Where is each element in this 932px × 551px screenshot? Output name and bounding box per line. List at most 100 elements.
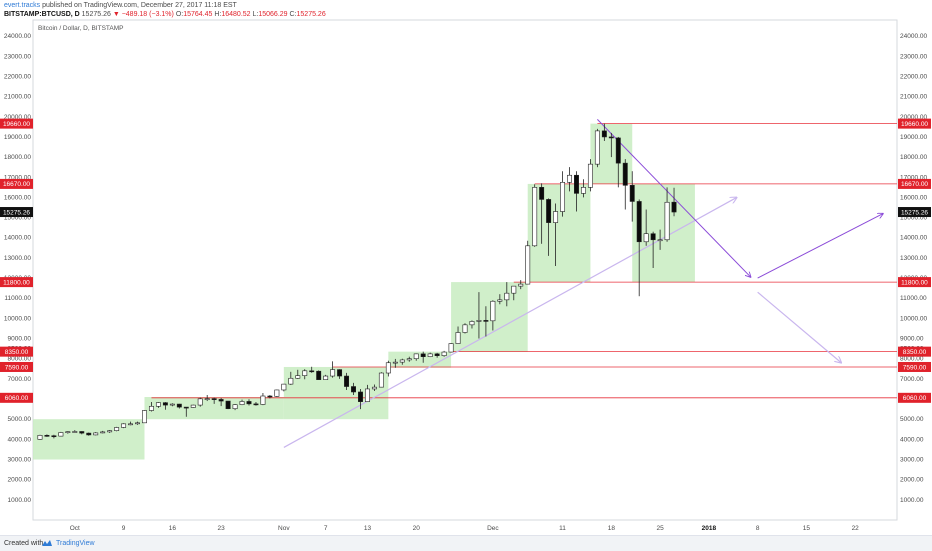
candle-body: [183, 406, 189, 409]
candle: [142, 410, 147, 424]
candle: [622, 159, 628, 210]
candle: [281, 383, 287, 392]
candle: [580, 179, 586, 198]
y-tick-label-left: 23000.00: [4, 53, 31, 60]
candle-body: [204, 398, 210, 400]
footer-bar: Created with TradingView: [0, 535, 932, 551]
candle-body: [594, 130, 600, 165]
y-tick-label-left: 8000.00: [8, 356, 32, 363]
y-tick-label-right: 9000.00: [900, 336, 924, 343]
price-tag-right: [898, 178, 931, 189]
close-label: C:: [289, 11, 297, 18]
candle: [267, 395, 273, 399]
price-tag-left-text: 7590.00: [5, 364, 29, 371]
candle-body: [504, 292, 510, 301]
candle: [483, 306, 489, 337]
candle: [218, 398, 224, 407]
y-tick-label-right: 15000.00: [900, 215, 927, 222]
candle-body: [211, 398, 217, 400]
x-tick-label: 16: [169, 525, 177, 532]
candle-body: [455, 332, 461, 344]
candle-body: [260, 395, 266, 405]
candle: [148, 402, 154, 412]
candle-body: [567, 174, 572, 183]
consolidation-box: [283, 366, 389, 420]
x-tick-label: 11: [559, 525, 566, 532]
price-tag-right: [898, 207, 931, 218]
candle-body: [539, 187, 545, 200]
y-tick-label-left: 15000.00: [4, 215, 31, 222]
candle: [100, 430, 106, 434]
candle-body: [176, 403, 182, 408]
price-tag-left: [0, 178, 33, 189]
x-tick-label: 7: [324, 525, 328, 532]
y-tick-label-left: 22000.00: [4, 73, 31, 80]
tradingview-link[interactable]: TradingView: [56, 540, 95, 547]
candle-body: [267, 395, 273, 398]
symbol-label: BITSTAMP:BTCUSD, D: [4, 11, 80, 18]
price-tag-left-text: 16670.00: [3, 181, 30, 188]
y-tick-label-left: 2000.00: [8, 477, 32, 484]
candle: [316, 370, 322, 380]
candle-body: [358, 391, 363, 402]
candle-body: [121, 423, 127, 428]
ohlc-line: BITSTAMP:BTCUSD, D 15275.26 ▼ −489.18 (−…: [4, 10, 326, 19]
close-value: 15275.26: [296, 11, 326, 18]
candle: [567, 167, 572, 192]
candle-body: [385, 362, 391, 374]
price-tag-right: [898, 118, 931, 129]
low-label: L:: [252, 11, 259, 18]
x-tick-label: 25: [656, 525, 664, 532]
candle-body: [148, 405, 154, 411]
y-tick-label-right: 5000.00: [900, 416, 924, 423]
candle: [469, 320, 475, 329]
candle-body: [330, 369, 336, 377]
price-tag-left-text: 8350.00: [5, 349, 29, 356]
candle: [114, 426, 120, 432]
candle: [337, 369, 343, 379]
y-tick-label-left: 1000.00: [8, 497, 32, 504]
candle: [295, 369, 301, 379]
candle-body: [608, 136, 614, 139]
candle-body: [337, 369, 343, 377]
candle: [553, 203, 559, 266]
candle: [351, 382, 356, 395]
candle: [476, 292, 482, 339]
author-link[interactable]: evert.tracks: [4, 2, 41, 9]
price-chart[interactable]: 1000.002000.003000.004000.005000.006000.…: [0, 0, 932, 535]
candle: [239, 399, 245, 406]
candle-body: [169, 403, 175, 406]
y-tick-label-right: 24000.00: [900, 33, 927, 40]
candle-body: [671, 201, 677, 213]
candle: [246, 399, 252, 406]
y-tick-label-right: 4000.00: [900, 436, 924, 443]
candle: [58, 431, 64, 437]
candle: [190, 404, 196, 408]
candle: [532, 184, 538, 247]
candle: [448, 342, 454, 353]
tradingview-logo-icon: [42, 540, 52, 546]
candle-body: [441, 351, 447, 356]
price-tag-right-text: 7590.00: [903, 364, 927, 371]
y-tick-label-right: 21000.00: [900, 94, 927, 101]
candle: [518, 280, 524, 290]
consolidation-box: [451, 282, 528, 352]
candle: [162, 402, 168, 410]
y-tick-label-left: 20000.00: [4, 114, 31, 121]
price-tag-right-text: 19660.00: [901, 121, 928, 128]
candle: [608, 132, 614, 158]
y-tick-label-right: 7000.00: [900, 376, 924, 383]
candle-body: [636, 201, 642, 243]
candle: [385, 360, 391, 377]
publisher-line: evert.tracks published on TradingView.co…: [4, 1, 326, 10]
candle-body: [560, 181, 566, 212]
candle-body: [58, 432, 64, 437]
candle-body: [392, 361, 398, 364]
price-tag-right: [898, 392, 931, 403]
candle-body: [218, 399, 224, 402]
candle-body: [553, 211, 559, 223]
candle: [197, 397, 203, 407]
y-tick-label-left: 18000.00: [4, 154, 31, 161]
candle-body: [142, 410, 147, 424]
candle-body: [351, 386, 356, 393]
